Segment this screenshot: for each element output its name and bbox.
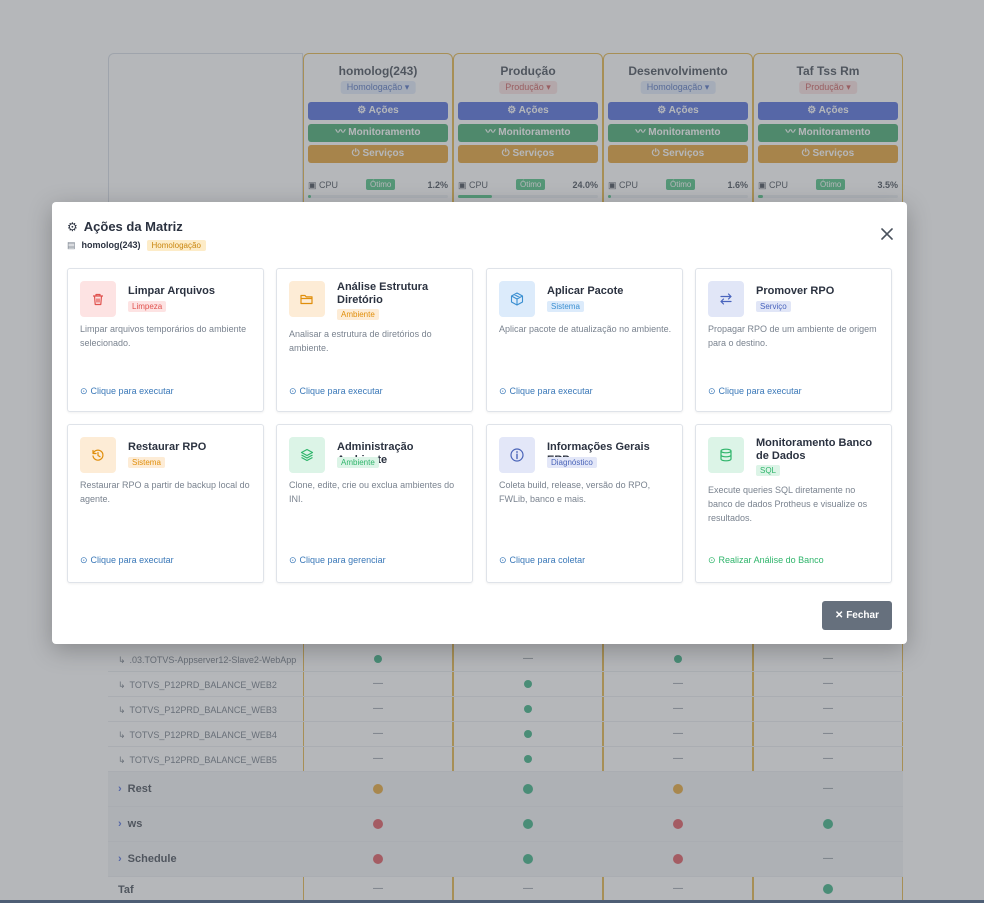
action-card[interactable]: Monitoramento Banco de Dados SQL Execute q… xyxy=(695,424,892,583)
action-card-title: Restaurar RPO xyxy=(128,441,207,453)
action-card-badge: Serviço xyxy=(756,301,791,312)
matrix-actions-modal: ⚙ Ações da Matriz ▤ homolog(243) Homologaçã… xyxy=(52,202,907,644)
play-circle-icon: ⊙ xyxy=(289,386,297,396)
action-card-link[interactable]: ⊙ Clique para executar xyxy=(80,386,174,397)
action-card-title: Análise Estrutura Diretório xyxy=(337,281,429,306)
action-card-badge: Sistema xyxy=(547,301,584,312)
action-card-link-label: Clique para executar xyxy=(90,386,174,396)
history-icon xyxy=(92,449,104,461)
action-card-icon xyxy=(708,437,744,473)
action-card-icon xyxy=(289,281,325,317)
action-card-description: Restaurar RPO a partir de backup local d… xyxy=(80,480,250,504)
action-card-badge: Ambiente xyxy=(337,457,379,468)
action-card[interactable]: Restaurar RPO Sistema Restaurar RPO a part… xyxy=(67,424,264,583)
swap-arrows-icon xyxy=(720,293,732,305)
play-circle-icon: ⊙ xyxy=(708,555,716,565)
action-card-link[interactable]: ⊙ Clique para executar xyxy=(80,555,174,566)
action-card-icon xyxy=(708,281,744,317)
action-card-link[interactable]: ⊙ Clique para executar xyxy=(289,386,383,397)
action-card-link[interactable]: ⊙ Clique para coletar xyxy=(499,555,585,566)
action-card-badge: SQL xyxy=(756,465,781,476)
action-card-link-label: Clique para executar xyxy=(509,386,593,396)
action-card-link[interactable]: ⊙ Clique para executar xyxy=(708,386,802,397)
action-card[interactable]: Informações Gerais ERPDiagnósticoColeta … xyxy=(486,424,683,583)
play-circle-icon: ⊙ xyxy=(289,555,297,565)
play-circle-icon: ⊙ xyxy=(708,386,716,396)
close-button[interactable]: ✕ Fechar xyxy=(822,601,892,630)
database-icon xyxy=(720,448,732,462)
action-card-icon xyxy=(80,281,116,317)
action-card-title: Promover RPO xyxy=(756,285,835,297)
action-card-icon xyxy=(499,437,535,473)
action-card[interactable]: Análise Estrutura Diretório Ambiente Anali… xyxy=(276,268,473,412)
layers-icon xyxy=(300,448,314,462)
action-card-title: Aplicar Pacote xyxy=(547,285,624,297)
info-icon xyxy=(510,448,524,462)
action-card-link[interactable]: ⊙ Realizar Análise do Banco xyxy=(708,555,824,566)
action-card[interactable]: Promover RPO Serviço Propagar RPO de um am… xyxy=(695,268,892,412)
gear-icon: ⚙ xyxy=(67,220,78,234)
folder-open-icon xyxy=(300,294,313,305)
env-badge: Homologação xyxy=(146,240,206,251)
action-card[interactable]: Limpar Arquivos Limpeza Limpar arquivos te… xyxy=(67,268,264,412)
modal-subtitle: ▤ homolog(243) Homologação xyxy=(67,240,206,251)
action-card-badge: Diagnóstico xyxy=(547,457,597,468)
action-card-badge: Sistema xyxy=(128,457,165,468)
play-circle-icon: ⊙ xyxy=(80,555,88,565)
play-circle-icon: ⊙ xyxy=(499,386,507,396)
action-card-badge: Ambiente xyxy=(337,309,379,320)
action-card-icon xyxy=(80,437,116,473)
modal-title: ⚙ Ações da Matriz xyxy=(67,219,183,234)
modal-title-text: Ações da Matriz xyxy=(83,219,183,234)
action-card-link-label: Clique para gerenciar xyxy=(299,555,386,565)
server-icon: ▤ xyxy=(67,240,76,250)
action-card-description: Aplicar pacote de atualização no ambient… xyxy=(499,324,672,334)
action-card-link-label: Clique para executar xyxy=(90,555,174,565)
action-card-title: Limpar Arquivos xyxy=(128,285,215,297)
package-icon xyxy=(510,292,524,306)
action-card-description: Coleta build, release, versão do RPO, FW… xyxy=(499,480,651,504)
action-card-link-label: Clique para executar xyxy=(718,386,802,396)
action-card-link[interactable]: ⊙ Clique para gerenciar xyxy=(289,555,386,566)
play-circle-icon: ⊙ xyxy=(499,555,507,565)
action-card-description: Limpar arquivos temporários do ambiente … xyxy=(80,324,247,348)
action-card-icon xyxy=(289,437,325,473)
server-name: homolog(243) xyxy=(81,240,141,250)
action-card-badge: Limpeza xyxy=(128,301,167,312)
action-card-title: Monitoramento Banco de Dados xyxy=(756,437,873,462)
trash-icon xyxy=(93,293,103,306)
action-card-link-label: Realizar Análise do Banco xyxy=(718,555,824,565)
action-card-link-label: Clique para executar xyxy=(299,386,383,396)
action-card-description: Analisar a estrutura de diretórios do am… xyxy=(289,329,432,353)
close-icon[interactable] xyxy=(879,226,895,242)
action-card-description: Propagar RPO de um ambiente de origem pa… xyxy=(708,324,877,348)
action-card-link[interactable]: ⊙ Clique para executar xyxy=(499,386,593,397)
action-card-description: Clone, edite, crie ou exclua ambientes d… xyxy=(289,480,455,504)
action-card[interactable]: Administração AmbienteAmbienteClone, edi… xyxy=(276,424,473,583)
action-card-link-label: Clique para coletar xyxy=(509,555,586,565)
action-card[interactable]: Aplicar Pacote Sistema Aplicar pacote de a… xyxy=(486,268,683,412)
action-card-icon xyxy=(499,281,535,317)
close-x-icon: ✕ xyxy=(835,610,847,621)
close-button-label: Fechar xyxy=(846,610,879,621)
play-circle-icon: ⊙ xyxy=(80,386,88,396)
action-card-description: Execute queries SQL diretamente no banco… xyxy=(708,485,868,523)
